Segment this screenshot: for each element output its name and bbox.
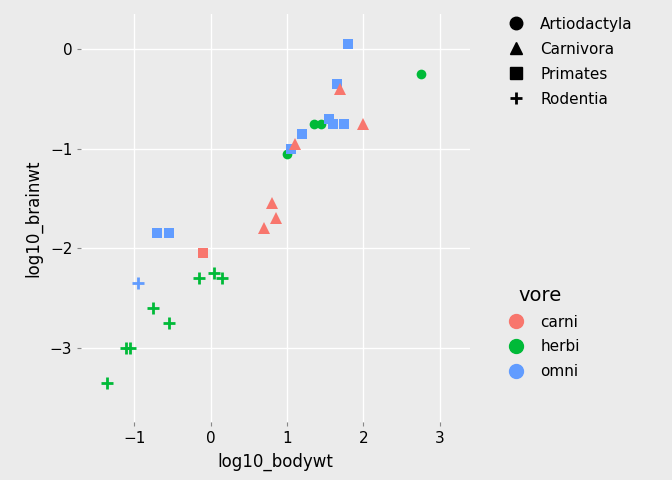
Y-axis label: log10_brainwt: log10_brainwt [25,160,43,277]
X-axis label: log10_bodywt: log10_bodywt [218,453,333,471]
Legend: carni, herbi, omni: carni, herbi, omni [491,276,589,389]
